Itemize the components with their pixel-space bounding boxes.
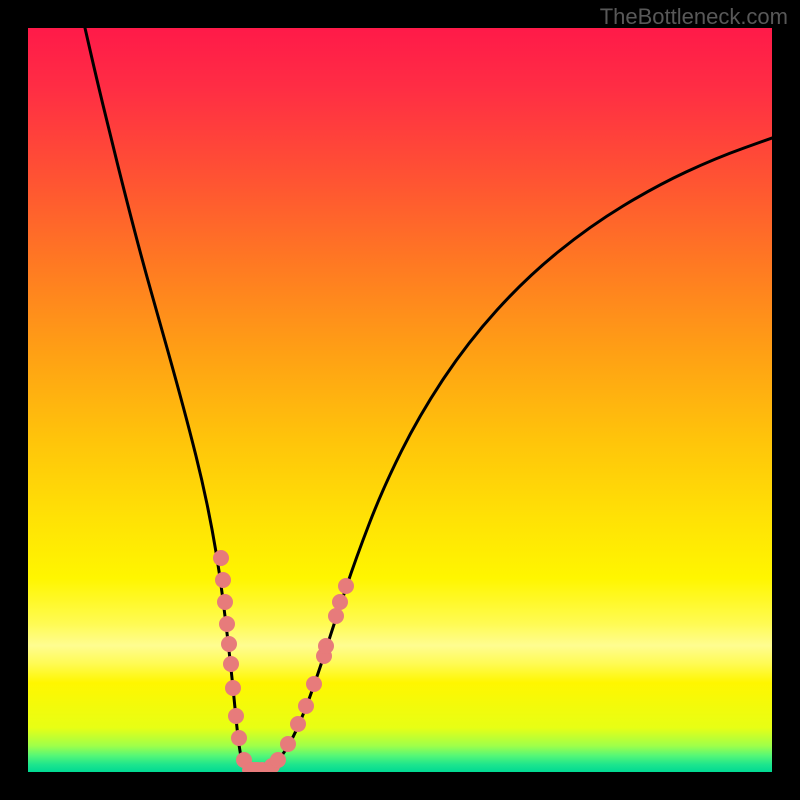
chart-frame: TheBottleneck.com	[0, 0, 800, 800]
data-marker	[225, 680, 241, 696]
data-marker	[318, 638, 334, 654]
data-marker	[231, 730, 247, 746]
data-marker	[280, 736, 296, 752]
data-marker	[290, 716, 306, 732]
data-marker	[213, 550, 229, 566]
gradient-background	[28, 28, 772, 772]
plot-svg	[28, 28, 772, 772]
data-marker	[223, 656, 239, 672]
data-marker	[306, 676, 322, 692]
data-marker	[338, 578, 354, 594]
data-marker	[332, 594, 348, 610]
watermark-text: TheBottleneck.com	[600, 4, 788, 30]
data-marker	[215, 572, 231, 588]
plot-area	[28, 28, 772, 772]
data-marker	[219, 616, 235, 632]
data-marker	[221, 636, 237, 652]
data-marker	[298, 698, 314, 714]
data-marker	[270, 752, 286, 768]
data-marker	[328, 608, 344, 624]
data-marker	[217, 594, 233, 610]
data-marker	[228, 708, 244, 724]
